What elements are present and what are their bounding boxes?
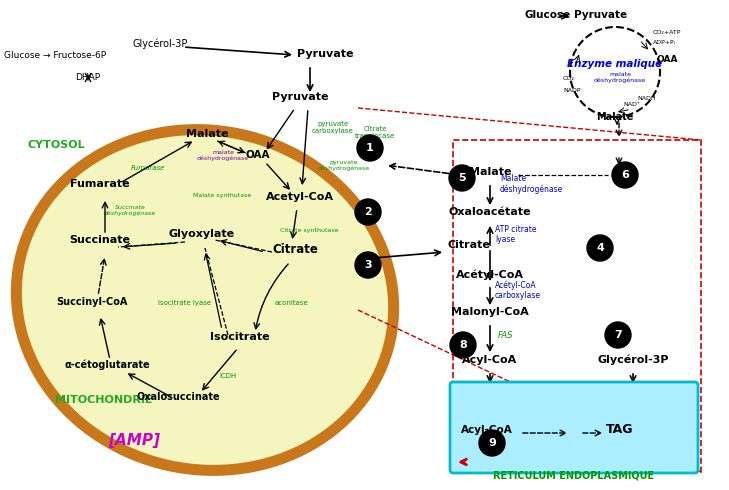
Text: Acyl-CoA: Acyl-CoA: [461, 425, 513, 435]
Text: Pyruvate: Pyruvate: [272, 92, 328, 102]
Text: Glucose: Glucose: [525, 10, 572, 20]
Text: Malate: Malate: [596, 112, 634, 122]
Text: 4: 4: [596, 243, 604, 253]
Text: CYTOSOL: CYTOSOL: [28, 140, 85, 150]
Text: OAA: OAA: [657, 55, 679, 64]
Text: pyruvate
déshydrogénase: pyruvate déshydrogénase: [318, 160, 370, 171]
Text: aconitase: aconitase: [275, 300, 309, 306]
Text: 3: 3: [364, 260, 372, 270]
Circle shape: [479, 430, 505, 456]
Text: Glucose → Fructose-6P: Glucose → Fructose-6P: [4, 51, 106, 60]
Text: Malate synthutase: Malate synthutase: [193, 193, 251, 198]
Text: Succinyl-CoA: Succinyl-CoA: [56, 297, 128, 307]
Text: ICDH: ICDH: [219, 373, 237, 379]
Circle shape: [605, 322, 631, 348]
Text: NAD⁺: NAD⁺: [623, 102, 640, 107]
Text: Fumarate: Fumarate: [70, 179, 130, 189]
Text: Fumarase: Fumarase: [130, 165, 165, 171]
Text: NADP: NADP: [563, 88, 580, 93]
Text: Citrate: Citrate: [272, 243, 318, 256]
Text: DHAP: DHAP: [75, 73, 100, 82]
Text: CO₂: CO₂: [563, 76, 575, 81]
Text: Malonyl-CoA: Malonyl-CoA: [451, 307, 529, 317]
Text: pyruvate
carboxylase: pyruvate carboxylase: [312, 121, 354, 134]
Ellipse shape: [11, 124, 399, 476]
Text: Acétyl-CoA
carboxylase: Acétyl-CoA carboxylase: [495, 280, 541, 300]
Text: Isocitrate: Isocitrate: [210, 332, 270, 342]
Text: Oxalosuccinate: Oxalosuccinate: [136, 392, 220, 402]
Text: Succinate
déshydrogénase: Succinate déshydrogénase: [104, 205, 156, 216]
Text: Oxaloacétate: Oxaloacétate: [449, 207, 531, 217]
Text: 8: 8: [459, 340, 467, 350]
Text: Acyl-CoA: Acyl-CoA: [462, 355, 518, 365]
Circle shape: [612, 162, 638, 188]
Text: Isocitrate lyase: Isocitrate lyase: [158, 300, 211, 306]
Text: Glyoxylate: Glyoxylate: [169, 229, 235, 239]
Text: malate
déshydrogénase: malate déshydrogénase: [197, 149, 249, 161]
Text: NADH: NADH: [637, 96, 655, 101]
Text: Acetyl-CoA: Acetyl-CoA: [266, 192, 334, 202]
Text: MITOCHONDRIE: MITOCHONDRIE: [55, 395, 152, 405]
Circle shape: [587, 235, 613, 261]
Text: Glycérol-3P: Glycérol-3P: [597, 354, 668, 365]
FancyBboxPatch shape: [450, 382, 698, 473]
Ellipse shape: [21, 134, 389, 466]
Text: α-cétoglutarate: α-cétoglutarate: [64, 360, 150, 370]
Text: CO₂+ATP: CO₂+ATP: [653, 30, 682, 35]
Text: OAA: OAA: [246, 150, 270, 160]
Circle shape: [355, 199, 381, 225]
Text: 5: 5: [459, 173, 466, 183]
Text: Enzyme malique: Enzyme malique: [567, 59, 663, 69]
Text: Malate: Malate: [186, 129, 228, 139]
Text: TAG: TAG: [607, 423, 634, 436]
Text: 2: 2: [364, 207, 372, 217]
Circle shape: [355, 252, 381, 278]
Text: ATP citrate
lyase: ATP citrate lyase: [495, 224, 537, 244]
Text: 6: 6: [621, 170, 629, 180]
Text: RETICULUM ENDOPLASMIQUE: RETICULUM ENDOPLASMIQUE: [494, 470, 655, 480]
Text: 1: 1: [366, 143, 374, 153]
Circle shape: [357, 135, 383, 161]
Text: [AMP]: [AMP]: [108, 433, 160, 447]
Text: Pyruvate: Pyruvate: [297, 49, 354, 59]
Text: Citrate synthutase: Citrate synthutase: [280, 228, 338, 233]
Text: Malate
déshydrogénase: Malate déshydrogénase: [500, 174, 564, 194]
Text: ADP+Pᵢ: ADP+Pᵢ: [653, 40, 676, 45]
Circle shape: [450, 332, 476, 358]
Text: 9: 9: [488, 438, 496, 448]
Text: Citrate
translocase: Citrate translocase: [355, 126, 395, 139]
Circle shape: [449, 165, 475, 191]
Text: Acétyl-CoA: Acétyl-CoA: [456, 270, 524, 280]
Text: Citrate: Citrate: [448, 240, 491, 250]
Text: Glycérol-3P: Glycérol-3P: [133, 39, 188, 49]
Text: FAS: FAS: [498, 331, 513, 340]
Text: Pyruvate: Pyruvate: [574, 10, 627, 20]
Text: Succinate: Succinate: [69, 235, 130, 245]
Text: Malate: Malate: [469, 167, 511, 177]
Text: malate
déshydrogénase: malate déshydrogénase: [594, 72, 646, 83]
Text: 7: 7: [614, 330, 622, 340]
